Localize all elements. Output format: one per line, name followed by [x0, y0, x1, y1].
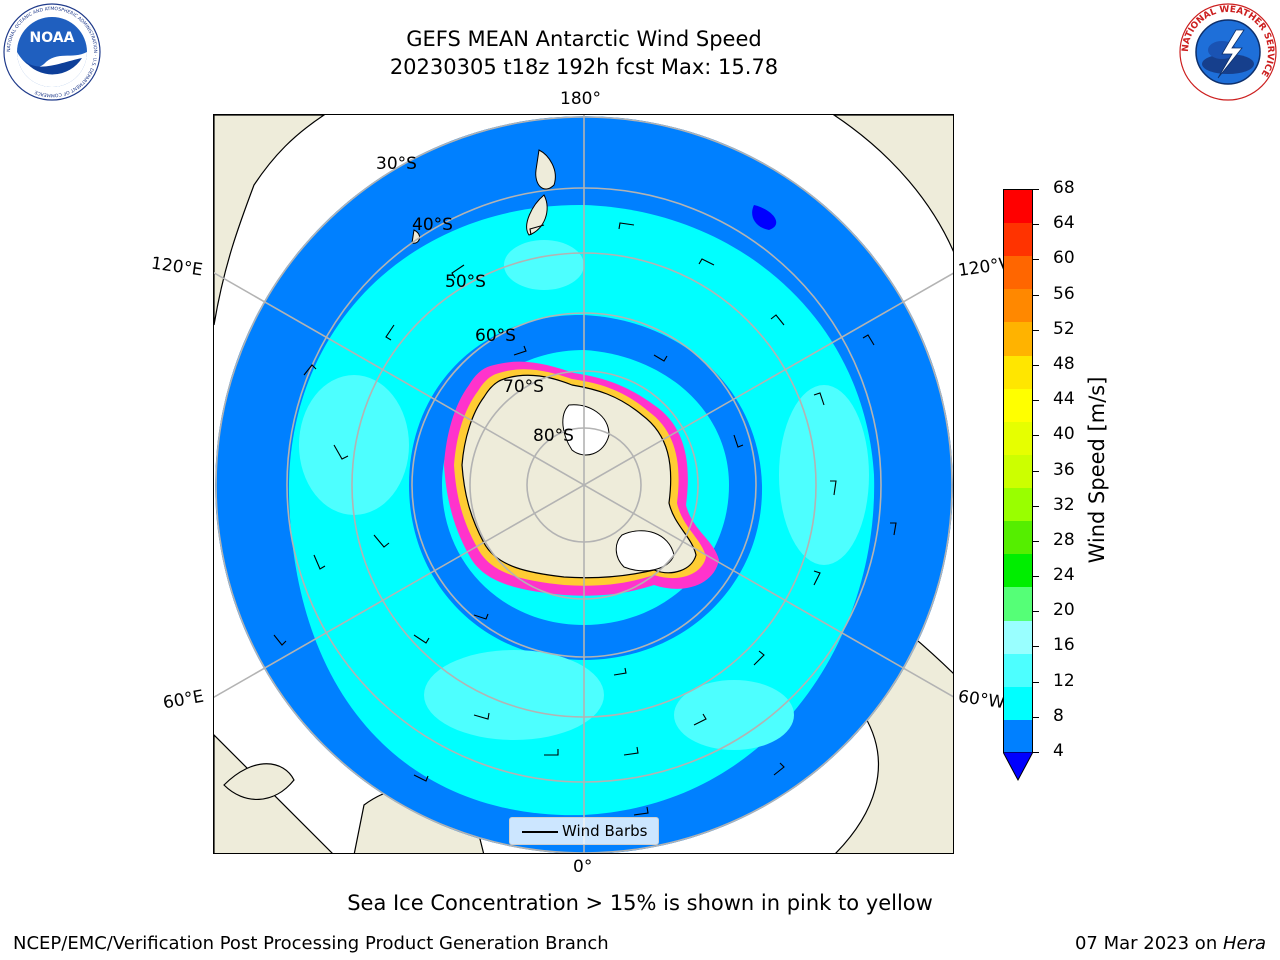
lat-label-80s: 80°S [533, 426, 574, 446]
map-panel: 30°S 40°S 50°S 60°S 70°S 80°S [213, 114, 954, 854]
colorbar-tick-mark [1033, 329, 1039, 331]
colorbar-tick-label: 60 [1053, 248, 1075, 269]
nws-logo: NATIONAL WEATHER SERVICE [1179, 3, 1277, 101]
colorbar-tick-mark [1033, 294, 1039, 296]
colorbar-tick-mark [1033, 681, 1039, 683]
speed-band-12-16-east [779, 385, 869, 565]
noaa-logo-text: NOAA [30, 30, 75, 46]
colorbar-segment [1004, 322, 1032, 357]
colorbar-tick-mark [1033, 364, 1039, 366]
colorbar-tick-mark [1033, 470, 1039, 472]
colorbar-underflow-tip [1003, 752, 1033, 782]
colorbar-tick-label: 48 [1053, 353, 1075, 374]
polar-map: 30°S 40°S 50°S 60°S 70°S 80°S [214, 115, 953, 853]
colorbar-tick-mark [1033, 611, 1039, 613]
colorbar-segment [1004, 686, 1032, 721]
lat-label-70s: 70°S [503, 377, 544, 397]
colorbar-tick-label: 36 [1053, 459, 1075, 480]
colorbar-tick-label: 40 [1053, 424, 1075, 445]
colorbar-tick-mark [1033, 646, 1039, 648]
lon-label-60w: 60°W [956, 686, 1007, 714]
colorbar-tick-label: 4 [1053, 741, 1064, 761]
colorbar-tick-label: 24 [1053, 565, 1075, 586]
map-legend: Wind Barbs [509, 817, 659, 845]
colorbar-segment [1004, 355, 1032, 390]
chart-subtitle: 20230305 t18z 192h fcst Max: 15.78 [389, 55, 779, 79]
wind-barb-legend-label: Wind Barbs [562, 822, 648, 840]
footer-date: 07 Mar 2023 on Hera [1075, 933, 1266, 954]
colorbar-segment [1004, 554, 1032, 589]
colorbar-segment [1004, 289, 1032, 324]
colorbar-segment [1004, 488, 1032, 523]
lat-label-30s: 30°S [376, 154, 417, 174]
inner-land-fragments [411, 149, 556, 244]
colorbar-tick-label: 8 [1053, 705, 1064, 726]
colorbar-tick-mark [1033, 224, 1039, 226]
below-4-patch [752, 205, 777, 230]
colorbar-tick-mark [1033, 435, 1039, 437]
lat-label-40s: 40°S [412, 215, 453, 235]
colorbar-tick-mark [1033, 189, 1039, 190]
lon-label-0: 0° [573, 857, 593, 877]
colorbar-tick-label: 12 [1053, 670, 1075, 691]
colorbar-segment [1004, 719, 1032, 754]
colorbar-tick-mark [1033, 540, 1039, 542]
lat-label-60s: 60°S [475, 326, 516, 346]
colorbar-tick-mark [1033, 752, 1039, 753]
colorbar-tick-mark [1033, 716, 1039, 718]
colorbar-tick-label: 44 [1053, 389, 1075, 410]
colorbar-tick-label: 32 [1053, 494, 1075, 515]
colorbar-segment [1004, 620, 1032, 655]
sea-ice-caption: Sea Ice Concentration > 15% is shown in … [347, 891, 933, 915]
lon-label-180: 180° [560, 89, 601, 109]
chart-title: GEFS MEAN Antarctic Wind Speed [406, 27, 762, 51]
colorbar [1003, 189, 1033, 754]
antarctica [444, 361, 719, 596]
colorbar-tick-mark [1033, 400, 1039, 402]
footer-date-text: 07 Mar 2023 on [1074, 933, 1223, 954]
colorbar-tick-label: 64 [1053, 213, 1075, 234]
colorbar-tick-mark [1033, 259, 1039, 261]
lon-label-120e: 120°E [149, 253, 204, 281]
latitude-labels: 30°S 40°S 50°S 60°S 70°S 80°S [376, 154, 574, 446]
footer-producer: NCEP/EMC/Verification Post Processing Pr… [13, 933, 609, 954]
colorbar-segment [1004, 190, 1032, 224]
footer-host: Hera [1222, 933, 1266, 954]
colorbar-label: Wind Speed [m/s] [1085, 376, 1109, 564]
colorbar-segment [1004, 223, 1032, 258]
colorbar-tick-label: 20 [1053, 600, 1075, 621]
wind-barb-legend-line [522, 831, 558, 833]
colorbar-tick-label: 52 [1053, 318, 1075, 339]
noaa-logo: NOAA NATIONAL OCEANIC AND ATMOSPHERIC AD… [3, 3, 101, 101]
colorbar-tick-label: 28 [1053, 529, 1075, 550]
colorbar-tick-label: 56 [1053, 283, 1075, 304]
colorbar-tick-label: 68 [1053, 178, 1075, 198]
colorbar-segment [1004, 388, 1032, 423]
colorbar-segment [1004, 256, 1032, 291]
colorbar-tick-label: 16 [1053, 635, 1075, 656]
lon-label-60e: 60°E [161, 686, 206, 714]
lat-label-50s: 50°S [445, 272, 486, 292]
colorbar-segment [1004, 421, 1032, 456]
graticule [214, 115, 953, 853]
colorbar-tick-mark [1033, 505, 1039, 507]
colorbar-tick-mark [1033, 576, 1039, 578]
colorbar-segment [1004, 521, 1032, 556]
colorbar-segment [1004, 587, 1032, 622]
speed-band-12-16-southeast [674, 680, 794, 750]
speed-band-12-16-south [424, 650, 604, 740]
speed-band-12-16-west [299, 375, 409, 515]
wind-barbs [273, 222, 897, 816]
colorbar-segment [1004, 653, 1032, 688]
colorbar-segment [1004, 454, 1032, 489]
